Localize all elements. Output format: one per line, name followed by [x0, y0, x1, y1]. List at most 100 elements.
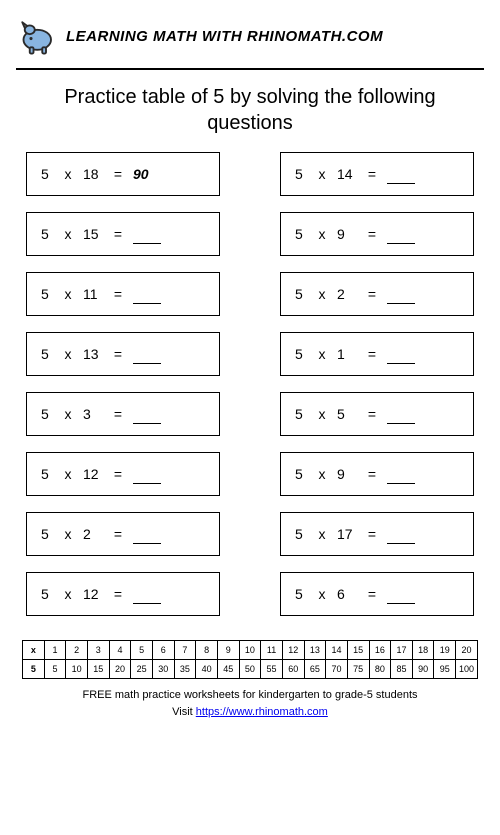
question-box: 5x2= [26, 512, 220, 556]
table-cell: 15 [87, 660, 109, 679]
operand-1: 5 [295, 226, 307, 242]
operand-2: 18 [83, 166, 103, 182]
header-rule [16, 68, 484, 70]
table-cell: 90 [412, 660, 434, 679]
answer-blank[interactable] [387, 290, 415, 304]
footer-line2: Visit https://www.rhinomath.com [16, 704, 484, 721]
table-header-cell: 14 [326, 641, 348, 660]
operator: x [63, 586, 73, 602]
table-row-label: 5 [23, 660, 45, 679]
operator: x [317, 406, 327, 422]
question-box: 5x1= [280, 332, 474, 376]
table-header-cell: 5 [131, 641, 153, 660]
table-cell: 45 [217, 660, 239, 679]
worksheet-page: LEARNING MATH WITH RHINOMATH.COM Practic… [0, 0, 500, 730]
answer-key-table: x123456789101112131415161718192055101520… [22, 640, 478, 679]
operator: x [317, 286, 327, 302]
operand-2: 3 [83, 406, 103, 422]
operand-1: 5 [41, 526, 53, 542]
answer-blank[interactable] [133, 470, 161, 484]
operand-1: 5 [295, 406, 307, 422]
table-header-cell: 12 [282, 641, 304, 660]
table-header-cell: 13 [304, 641, 326, 660]
question-grid: 5x18=905x14=5x15=5x9=5x11=5x2=5x13=5x1=5… [16, 152, 484, 616]
answer-blank[interactable] [387, 410, 415, 424]
equals-sign: = [113, 466, 123, 482]
operand-2: 6 [337, 586, 357, 602]
table-header-cell: 9 [217, 641, 239, 660]
answer-blank[interactable] [133, 590, 161, 604]
question-box: 5x18=90 [26, 152, 220, 196]
operand-2: 12 [83, 466, 103, 482]
answer-blank[interactable] [133, 530, 161, 544]
operand-2: 13 [83, 346, 103, 362]
table-cell: 25 [131, 660, 153, 679]
answer-blank[interactable] [133, 410, 161, 424]
operator: x [63, 286, 73, 302]
table-cell: 75 [347, 660, 369, 679]
operator: x [317, 166, 327, 182]
instruction-text: Practice table of 5 by solving the follo… [16, 84, 484, 152]
question-box: 5x9= [280, 212, 474, 256]
operand-1: 5 [41, 226, 53, 242]
table-cell: 20 [109, 660, 131, 679]
operator: x [317, 526, 327, 542]
table-row: x1234567891011121314151617181920 [23, 641, 478, 660]
footer-link[interactable]: https://www.rhinomath.com [196, 706, 328, 718]
answer-blank[interactable] [133, 290, 161, 304]
equals-sign: = [367, 166, 377, 182]
question-box: 5x3= [26, 392, 220, 436]
equals-sign: = [113, 406, 123, 422]
question-box: 5x6= [280, 572, 474, 616]
answer-blank[interactable] [387, 590, 415, 604]
operand-1: 5 [41, 166, 53, 182]
table-cell: 85 [391, 660, 413, 679]
answer-blank[interactable] [133, 350, 161, 364]
operand-1: 5 [41, 586, 53, 602]
table-cell: 55 [261, 660, 283, 679]
operand-1: 5 [295, 286, 307, 302]
question-box: 5x15= [26, 212, 220, 256]
table-row: 5510152025303540455055606570758085909510… [23, 660, 478, 679]
operator: x [317, 466, 327, 482]
answer-blank[interactable] [387, 470, 415, 484]
answer-blank[interactable] [387, 230, 415, 244]
answer-blank[interactable] [387, 350, 415, 364]
footer: FREE math practice worksheets for kinder… [16, 687, 484, 720]
table-header-cell: 7 [174, 641, 196, 660]
table-header-cell: 1 [44, 641, 66, 660]
table-header-cell: 19 [434, 641, 456, 660]
operand-2: 2 [83, 526, 103, 542]
table-cell: 10 [66, 660, 88, 679]
question-box: 5x13= [26, 332, 220, 376]
operand-1: 5 [295, 526, 307, 542]
operator: x [317, 586, 327, 602]
operand-1: 5 [295, 166, 307, 182]
operator: x [317, 346, 327, 362]
answer-value: 90 [133, 166, 163, 182]
answer-blank[interactable] [387, 530, 415, 544]
operand-1: 5 [295, 466, 307, 482]
operand-2: 9 [337, 226, 357, 242]
equals-sign: = [113, 526, 123, 542]
answer-blank[interactable] [387, 170, 415, 184]
equals-sign: = [367, 346, 377, 362]
table-corner: x [23, 641, 45, 660]
operator: x [63, 406, 73, 422]
table-header-cell: 20 [456, 641, 478, 660]
operand-1: 5 [41, 466, 53, 482]
table-cell: 80 [369, 660, 391, 679]
question-box: 5x12= [26, 452, 220, 496]
footer-line1: FREE math practice worksheets for kinder… [16, 687, 484, 704]
operator: x [63, 226, 73, 242]
answer-blank[interactable] [133, 230, 161, 244]
operand-1: 5 [41, 346, 53, 362]
operator: x [317, 226, 327, 242]
table-cell: 5 [44, 660, 66, 679]
question-box: 5x17= [280, 512, 474, 556]
equals-sign: = [367, 406, 377, 422]
operand-2: 11 [83, 286, 103, 302]
question-box: 5x9= [280, 452, 474, 496]
operand-2: 15 [83, 226, 103, 242]
table-cell: 50 [239, 660, 261, 679]
